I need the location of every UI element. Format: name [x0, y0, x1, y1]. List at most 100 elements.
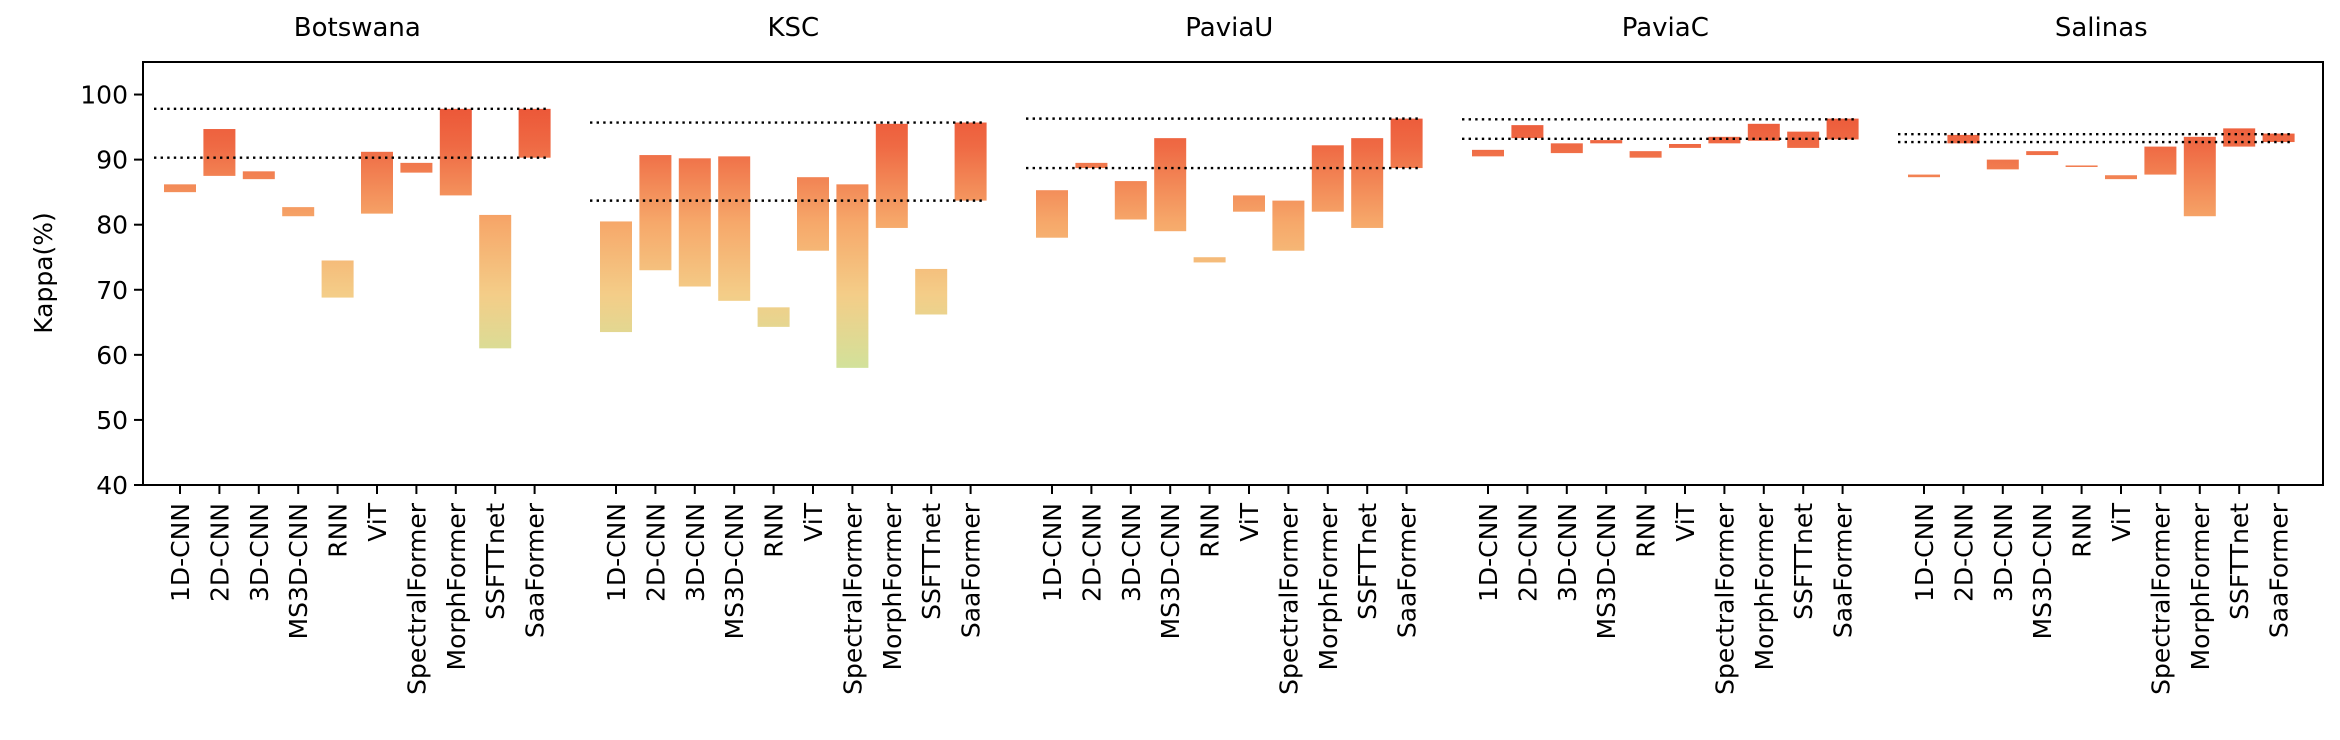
bar-paviac-1d-cnn: [1472, 149, 1504, 157]
bar-botswana-3d-cnn: [242, 171, 275, 180]
bar-ksc-ms3d-cnn: [718, 156, 751, 301]
plot-frame: [142, 61, 2324, 486]
bar-paviac-ms3d-cnn: [1590, 140, 1623, 144]
group-title: PaviaU: [1185, 13, 1273, 43]
x-tick-label: 3D-CNN: [1553, 503, 1582, 602]
bar-paviau-morphformer: [1311, 145, 1344, 212]
x-tick-label: SpectralFormer: [402, 502, 431, 695]
group-title: Salinas: [2055, 13, 2148, 43]
bar-ksc-vit: [797, 177, 829, 251]
x-tick-label: 2D-CNN: [1513, 503, 1542, 602]
x-tick-label: SpectralFormer: [1274, 502, 1303, 695]
bar-salinas-3d-cnn: [1986, 159, 2019, 170]
x-tick-label: SSFTTnet: [481, 503, 510, 620]
x-tick-label: MS3D-CNN: [1592, 503, 1621, 639]
bar-paviac-3d-cnn: [1550, 143, 1583, 154]
bar-salinas-1d-cnn: [1908, 174, 1940, 178]
x-tick-label: 3D-CNN: [1989, 503, 2018, 602]
x-tick-label: SaaFormer: [2265, 502, 2294, 638]
bar-ksc-spectralformer: [836, 184, 869, 368]
x-tick-label: RNN: [760, 503, 789, 558]
x-tick-label: 3D-CNN: [1117, 503, 1146, 602]
x-tick-label: ViT: [799, 502, 828, 541]
x-tick-label: MS3D-CNN: [2028, 503, 2057, 639]
x-tick-label: ViT: [1235, 502, 1264, 541]
y-tick-label: 70: [96, 276, 128, 305]
x-tick-label: 1D-CNN: [1910, 503, 1939, 602]
bar-ksc-morphformer: [875, 123, 908, 228]
bar-botswana-rnn: [321, 260, 354, 298]
x-tick-label: 2D-CNN: [205, 503, 234, 602]
bar-paviac-spectralformer: [1708, 136, 1741, 144]
y-axis-label: Kappa(%): [29, 212, 58, 334]
x-tick-label: 1D-CNN: [1474, 503, 1503, 602]
x-tick-label: SaaFormer: [1393, 502, 1422, 638]
group-title: PaviaC: [1622, 13, 1709, 43]
x-tick-label: RNN: [324, 503, 353, 558]
x-tick-label: 1D-CNN: [1038, 503, 1067, 602]
bar-salinas-morphformer: [2183, 136, 2216, 217]
y-tick-label: 100: [80, 81, 128, 110]
y-tick-label: 90: [96, 146, 128, 175]
bar-botswana-spectralformer: [400, 162, 433, 173]
bar-botswana-ssfttnet: [479, 214, 512, 349]
bar-paviau-3d-cnn: [1114, 181, 1147, 220]
x-tick-label: ViT: [1671, 502, 1700, 541]
x-tick-label: RNN: [1196, 503, 1225, 558]
bar-paviau-vit: [1233, 195, 1265, 212]
bar-salinas-ms3d-cnn: [2026, 151, 2059, 156]
bar-botswana-vit: [361, 151, 393, 214]
bar-salinas-saaformer: [2262, 133, 2295, 143]
bar-paviau-spectralformer: [1272, 200, 1305, 251]
x-tick-label: ViT: [363, 502, 392, 541]
bar-ksc-ssfttnet: [915, 268, 948, 315]
x-tick-label: RNN: [1632, 503, 1661, 558]
x-tick-label: MorphFormer: [2186, 502, 2215, 670]
bar-paviau-ms3d-cnn: [1154, 138, 1187, 232]
x-tick-label: SSFTTnet: [1789, 503, 1818, 620]
x-tick-label: 1D-CNN: [166, 503, 195, 602]
x-tick-label: MS3D-CNN: [1156, 503, 1185, 639]
bar-ksc-2d-cnn: [639, 155, 672, 271]
x-tick-label: MS3D-CNN: [284, 503, 313, 639]
y-tick-label: 80: [96, 211, 128, 240]
x-tick-label: 2D-CNN: [1949, 503, 1978, 602]
bar-ksc-rnn: [757, 307, 790, 327]
bar-salinas-2d-cnn: [1947, 134, 1980, 144]
x-tick-label: SpectralFormer: [2146, 502, 2175, 695]
x-tick-label: 1D-CNN: [602, 503, 631, 602]
x-tick-label: MorphFormer: [878, 502, 907, 670]
bar-salinas-vit: [2105, 175, 2137, 180]
x-tick-label: ViT: [2107, 502, 2136, 541]
bar-paviau-1d-cnn: [1036, 190, 1068, 238]
bar-paviac-rnn: [1629, 151, 1662, 158]
bar-botswana-ms3d-cnn: [282, 207, 315, 217]
x-tick-label: SSFTTnet: [2225, 503, 2254, 620]
x-tick-label: SpectralFormer: [838, 502, 867, 695]
bar-botswana-morphformer: [439, 108, 472, 196]
x-tick-label: MorphFormer: [1750, 502, 1779, 670]
group-title: KSC: [767, 13, 819, 43]
bar-paviau-rnn: [1193, 257, 1226, 263]
bar-ksc-1d-cnn: [600, 221, 632, 333]
x-tick-label: SaaFormer: [521, 502, 550, 638]
bar-paviac-2d-cnn: [1511, 125, 1544, 139]
bar-paviac-saaformer: [1826, 118, 1859, 140]
y-tick-label: 60: [96, 341, 128, 370]
x-tick-label: 2D-CNN: [641, 503, 670, 602]
bar-salinas-rnn: [2065, 165, 2098, 167]
bar-salinas-spectralformer: [2144, 146, 2177, 175]
bar-paviac-morphformer: [1747, 123, 1780, 141]
x-tick-label: 3D-CNN: [245, 503, 274, 602]
group-title: Botswana: [294, 13, 421, 43]
bar-paviac-vit: [1669, 143, 1701, 148]
bar-ksc-saaformer: [954, 122, 987, 201]
bar-ksc-3d-cnn: [678, 158, 711, 287]
bar-salinas-ssfttnet: [2223, 128, 2256, 147]
bar-botswana-saaformer: [518, 108, 551, 158]
x-tick-label: SSFTTnet: [917, 503, 946, 620]
y-tick-label: 40: [96, 471, 128, 500]
x-tick-label: SaaFormer: [957, 502, 986, 638]
x-tick-label: 3D-CNN: [681, 503, 710, 602]
